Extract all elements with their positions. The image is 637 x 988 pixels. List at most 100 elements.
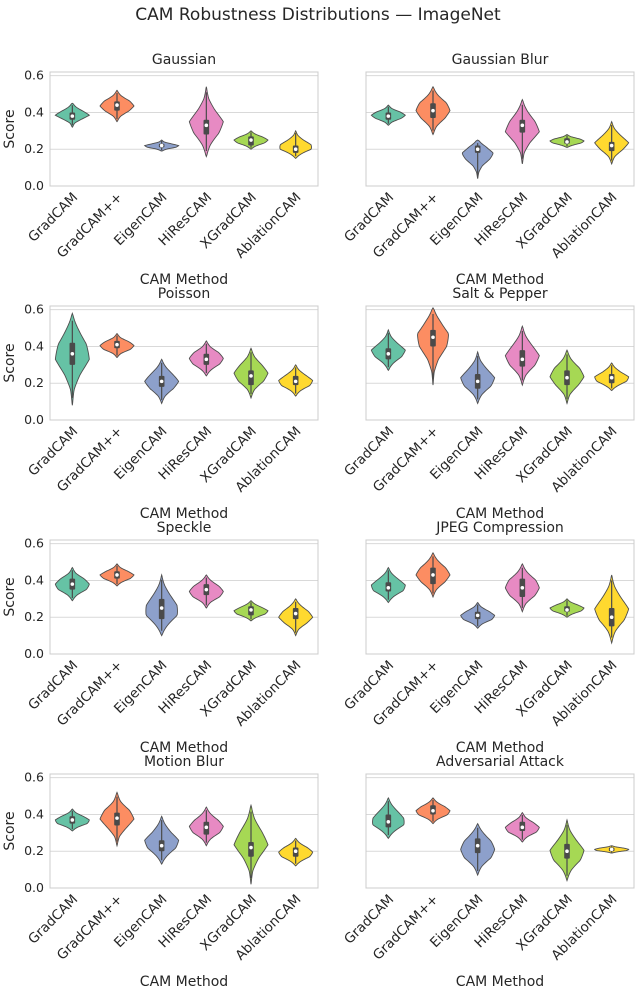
violin-median <box>159 379 164 384</box>
violin-median <box>431 573 435 577</box>
panel-title: Salt & Pepper <box>452 286 548 302</box>
plot-frame <box>365 539 635 655</box>
violin-median <box>520 586 525 590</box>
panel-title: JPEG Compression <box>435 520 564 536</box>
plot-frame <box>365 71 635 187</box>
x-axis-label: CAM Method <box>140 974 228 988</box>
violin-median <box>475 613 480 618</box>
violin-median <box>565 140 569 144</box>
violin-median <box>386 586 391 590</box>
y-tick-label: 0.0 <box>24 178 44 193</box>
violin-median <box>565 608 569 612</box>
chart-panel-5: Speckle0.00.20.40.6ScoreGradCAMGradCAM++… <box>2 520 319 756</box>
y-tick-label: 0.4 <box>24 104 44 119</box>
x-axis-label: CAM Method <box>456 506 544 522</box>
x-axis-label: CAM Method <box>140 272 228 288</box>
violin-median <box>386 114 391 118</box>
y-tick-label: 0.4 <box>24 338 44 353</box>
y-tick-label: 0.2 <box>24 375 44 390</box>
y-tick-label: 0.2 <box>24 141 44 156</box>
chart-panel-7: Motion Blur0.00.20.40.6ScoreGradCAMGradC… <box>2 754 319 988</box>
y-tick-label: 0.6 <box>24 302 44 317</box>
x-axis-label: CAM Method <box>456 740 544 756</box>
violin-median <box>565 849 569 854</box>
x-axis-label: CAM Method <box>140 740 228 756</box>
plot-frame <box>365 773 635 889</box>
y-tick-label: 0.2 <box>24 609 44 624</box>
y-tick-label: 0.6 <box>24 770 44 785</box>
violin-median <box>115 573 119 577</box>
violin-median <box>520 123 525 128</box>
violin-median <box>293 849 298 854</box>
chart-panel-6: JPEG CompressionGradCAMGradCAM++EigenCAM… <box>341 520 635 756</box>
figure-title: CAM Robustness Distributions — ImageNet <box>135 5 501 25</box>
violin-median <box>293 147 298 152</box>
y-axis-label: Score <box>2 343 18 382</box>
violin-median <box>249 845 253 850</box>
violin-median <box>475 147 480 152</box>
violin-median <box>609 615 614 620</box>
violin-median <box>204 357 209 362</box>
y-axis-label: Score <box>2 109 18 148</box>
violin-median <box>386 820 391 824</box>
chart-panel-1: Gaussian0.00.20.40.6ScoreGradCAMGradCAM+… <box>2 52 319 288</box>
violin-median <box>159 606 164 610</box>
y-tick-label: 0.0 <box>24 880 44 895</box>
plot-frame <box>49 71 319 187</box>
y-tick-label: 0.0 <box>24 412 44 427</box>
chart-panel-4: Salt & PepperGradCAMGradCAM++EigenCAMHiR… <box>341 286 635 522</box>
violin-median <box>159 143 164 148</box>
violin-median <box>609 847 614 852</box>
violin-median <box>204 587 209 592</box>
violin-median <box>293 611 298 616</box>
plot-frame <box>365 305 635 421</box>
violin-median <box>293 379 298 384</box>
violin-median <box>70 352 75 356</box>
violin-median <box>204 123 209 128</box>
violin-median <box>249 374 253 378</box>
violin-median <box>386 352 391 356</box>
panels: Gaussian0.00.20.40.6ScoreGradCAMGradCAM+… <box>2 52 635 988</box>
panel-title: Adversarial Attack <box>436 754 565 770</box>
chart-panel-2: Gaussian BlurGradCAMGradCAM++EigenCAMHiR… <box>341 52 635 288</box>
plot-frame <box>49 773 319 889</box>
violin-median <box>70 582 75 586</box>
y-tick-label: 0.0 <box>24 646 44 661</box>
y-axis-label: Score <box>2 577 18 616</box>
violin-median <box>431 808 435 813</box>
violin-median <box>565 375 569 380</box>
panel-title: Poisson <box>158 286 210 302</box>
chart-panel-8: Adversarial AttackGradCAMGradCAM++EigenC… <box>341 754 635 988</box>
violin-median <box>431 108 435 113</box>
violin-iqr-box <box>248 842 254 857</box>
violin-median <box>431 335 435 340</box>
y-tick-label: 0.4 <box>24 806 44 821</box>
violin-median <box>115 816 119 820</box>
plot-frame <box>49 539 319 655</box>
violin-median <box>70 818 75 822</box>
violin-median <box>204 825 209 830</box>
chart-panel-3: Poisson0.00.20.40.6ScoreGradCAMGradCAM++… <box>2 286 319 522</box>
x-axis-label: CAM Method <box>456 272 544 288</box>
panel-title: Gaussian <box>152 52 216 68</box>
y-tick-label: 0.4 <box>24 572 44 587</box>
y-tick-label: 0.6 <box>24 68 44 83</box>
violin-median <box>475 843 480 848</box>
violin-iqr-box <box>203 119 210 135</box>
violin-median <box>249 138 253 142</box>
x-axis-label: CAM Method <box>456 974 544 988</box>
violin-median <box>249 608 253 612</box>
violin-iqr-box <box>248 370 254 386</box>
x-axis-label: CAM Method <box>140 506 228 522</box>
y-tick-label: 0.6 <box>24 536 44 551</box>
violin-median <box>115 342 119 347</box>
y-tick-label: 0.2 <box>24 843 44 858</box>
violin-median <box>159 843 164 848</box>
panel-title: Motion Blur <box>144 754 224 770</box>
violin-median <box>609 143 614 148</box>
plot-frame <box>49 305 319 421</box>
violin-median <box>520 825 525 830</box>
violin-median <box>475 379 480 384</box>
violin-median <box>609 375 614 380</box>
